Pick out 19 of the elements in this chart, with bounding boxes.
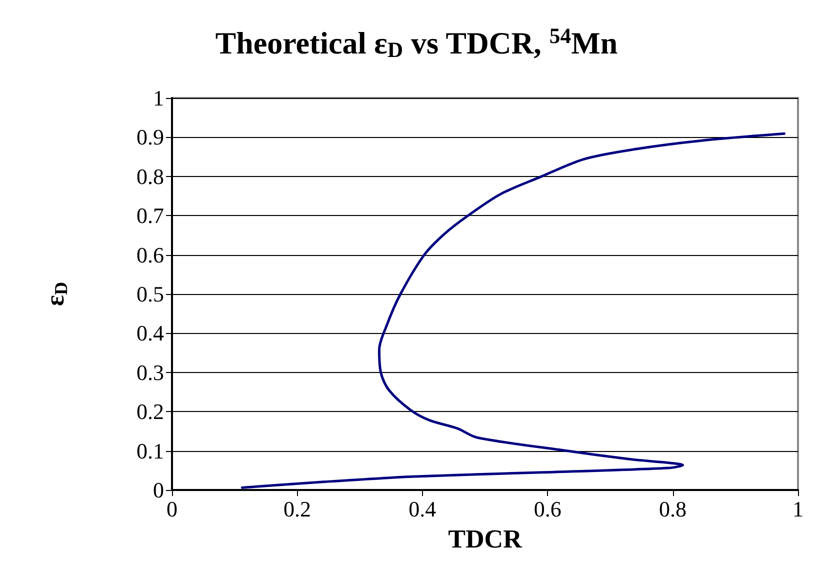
y-tick-label: 0.9: [136, 124, 164, 150]
x-tick-label: 0.4: [408, 496, 436, 522]
y-tick-label: 0.6: [136, 242, 164, 268]
y-tick-label: 0: [153, 478, 164, 502]
y-tick-label: 0.3: [136, 360, 164, 385]
y-axis-title: εD: [40, 282, 71, 306]
y-tick-label: 0.5: [136, 282, 164, 306]
x-tick-label: 0.8: [659, 496, 687, 522]
line-series: [240, 132, 786, 489]
y-tick-label: 0.1: [136, 438, 164, 464]
y-tick-label: 0.2: [136, 399, 164, 424]
x-axis-title: TDCR: [448, 524, 522, 554]
x-tick-label: 0.6: [534, 496, 562, 522]
y-tick-label: 0.4: [136, 320, 164, 346]
y-tick-label: 1: [153, 86, 164, 110]
y-tick-label: 0.7: [136, 203, 164, 228]
x-tick-label: 1: [792, 496, 804, 522]
x-tick-label: 0.2: [283, 496, 311, 522]
y-tick-label: 0.8: [136, 164, 164, 189]
